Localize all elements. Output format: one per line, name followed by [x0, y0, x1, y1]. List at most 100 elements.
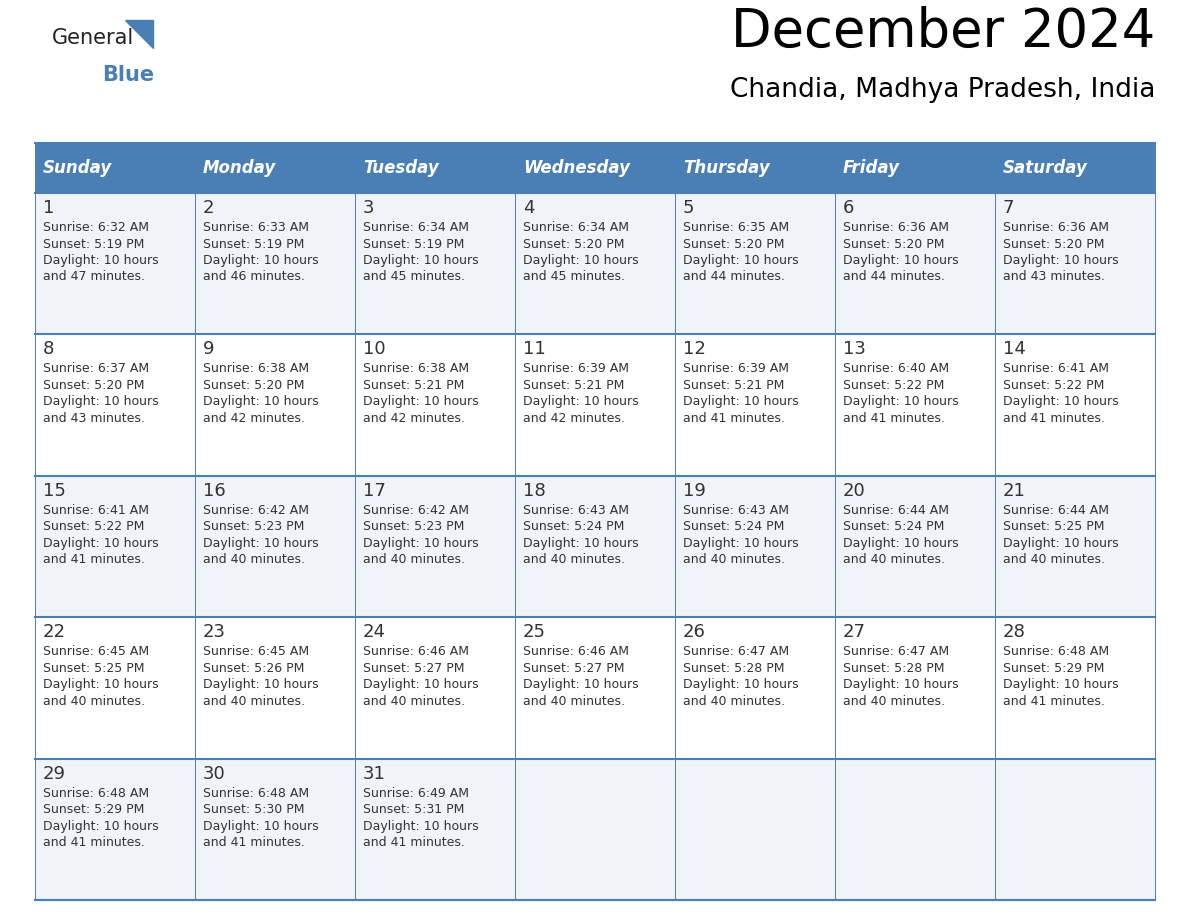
Text: and 43 minutes.: and 43 minutes. [1003, 271, 1105, 284]
Bar [355, 193, 516, 334]
Text: Sunset: 5:22 PM: Sunset: 5:22 PM [843, 379, 944, 392]
Text: 18: 18 [523, 482, 545, 499]
Bar [34, 143, 195, 193]
Text: General: General [52, 28, 134, 48]
Text: and 41 minutes.: and 41 minutes. [683, 412, 785, 425]
Text: Sunset: 5:28 PM: Sunset: 5:28 PM [843, 662, 944, 675]
Bar [996, 617, 1155, 758]
Text: Sunrise: 6:33 AM: Sunrise: 6:33 AM [203, 221, 309, 234]
Text: Blue: Blue [102, 65, 154, 85]
Text: Sunrise: 6:45 AM: Sunrise: 6:45 AM [43, 645, 150, 658]
Text: 19: 19 [683, 482, 706, 499]
Text: Sunset: 5:29 PM: Sunset: 5:29 PM [1003, 662, 1105, 675]
Text: Thursday: Thursday [683, 159, 770, 177]
Text: 8: 8 [43, 341, 55, 358]
Text: and 40 minutes.: and 40 minutes. [683, 554, 785, 566]
Bar [835, 193, 996, 334]
Text: Sunrise: 6:37 AM: Sunrise: 6:37 AM [43, 363, 150, 375]
Text: 25: 25 [523, 623, 546, 641]
Text: and 41 minutes.: and 41 minutes. [43, 836, 145, 849]
Text: 23: 23 [203, 623, 226, 641]
Bar [355, 143, 516, 193]
Text: Daylight: 10 hours: Daylight: 10 hours [1003, 254, 1119, 267]
Text: and 41 minutes.: and 41 minutes. [203, 836, 305, 849]
Text: 14: 14 [1003, 341, 1026, 358]
Text: Chandia, Madhya Pradesh, India: Chandia, Madhya Pradesh, India [729, 77, 1155, 103]
Text: Daylight: 10 hours: Daylight: 10 hours [843, 254, 959, 267]
Bar [675, 193, 835, 334]
Text: and 40 minutes.: and 40 minutes. [843, 695, 944, 708]
Text: Daylight: 10 hours: Daylight: 10 hours [683, 254, 798, 267]
Bar [996, 334, 1155, 476]
Text: Daylight: 10 hours: Daylight: 10 hours [1003, 537, 1119, 550]
Text: Sunrise: 6:48 AM: Sunrise: 6:48 AM [203, 787, 309, 800]
Text: Sunrise: 6:32 AM: Sunrise: 6:32 AM [43, 221, 148, 234]
Text: and 41 minutes.: and 41 minutes. [364, 836, 465, 849]
Text: Sunset: 5:20 PM: Sunset: 5:20 PM [1003, 238, 1105, 251]
Text: Daylight: 10 hours: Daylight: 10 hours [43, 820, 159, 833]
Text: 20: 20 [843, 482, 866, 499]
Text: Daylight: 10 hours: Daylight: 10 hours [523, 396, 639, 409]
Text: Sunrise: 6:43 AM: Sunrise: 6:43 AM [523, 504, 628, 517]
Text: Tuesday: Tuesday [364, 159, 438, 177]
Text: Sunset: 5:20 PM: Sunset: 5:20 PM [683, 238, 784, 251]
Text: and 40 minutes.: and 40 minutes. [364, 554, 465, 566]
Text: and 44 minutes.: and 44 minutes. [683, 271, 785, 284]
Text: 4: 4 [523, 199, 535, 217]
Bar [34, 758, 195, 900]
Text: 9: 9 [203, 341, 215, 358]
Bar [34, 334, 195, 476]
Text: Sunrise: 6:47 AM: Sunrise: 6:47 AM [843, 645, 949, 658]
Bar [195, 334, 355, 476]
Text: Sunrise: 6:42 AM: Sunrise: 6:42 AM [203, 504, 309, 517]
Text: and 45 minutes.: and 45 minutes. [523, 271, 625, 284]
Text: Sunset: 5:24 PM: Sunset: 5:24 PM [843, 521, 944, 533]
Text: Sunrise: 6:46 AM: Sunrise: 6:46 AM [364, 645, 469, 658]
Text: Wednesday: Wednesday [523, 159, 630, 177]
Text: Sunset: 5:26 PM: Sunset: 5:26 PM [203, 662, 304, 675]
Text: Sunset: 5:21 PM: Sunset: 5:21 PM [683, 379, 784, 392]
Bar [516, 193, 675, 334]
Text: and 46 minutes.: and 46 minutes. [203, 271, 305, 284]
Polygon shape [125, 20, 153, 48]
Text: Sunset: 5:21 PM: Sunset: 5:21 PM [364, 379, 465, 392]
Text: Daylight: 10 hours: Daylight: 10 hours [1003, 396, 1119, 409]
Text: Daylight: 10 hours: Daylight: 10 hours [203, 537, 318, 550]
Text: and 44 minutes.: and 44 minutes. [843, 271, 944, 284]
Text: Sunday: Sunday [43, 159, 112, 177]
Text: Sunrise: 6:47 AM: Sunrise: 6:47 AM [683, 645, 789, 658]
Text: 15: 15 [43, 482, 65, 499]
Text: Sunrise: 6:44 AM: Sunrise: 6:44 AM [1003, 504, 1110, 517]
Text: December 2024: December 2024 [731, 6, 1155, 58]
Bar [996, 758, 1155, 900]
Text: 13: 13 [843, 341, 866, 358]
Bar [835, 758, 996, 900]
Bar [835, 476, 996, 617]
Text: 11: 11 [523, 341, 545, 358]
Text: Sunrise: 6:41 AM: Sunrise: 6:41 AM [1003, 363, 1110, 375]
Text: 12: 12 [683, 341, 706, 358]
Text: 16: 16 [203, 482, 226, 499]
Text: Daylight: 10 hours: Daylight: 10 hours [203, 254, 318, 267]
Bar [675, 617, 835, 758]
Bar [516, 334, 675, 476]
Bar [996, 476, 1155, 617]
Text: Friday: Friday [843, 159, 901, 177]
Text: 30: 30 [203, 765, 226, 783]
Bar [675, 476, 835, 617]
Text: Sunset: 5:24 PM: Sunset: 5:24 PM [683, 521, 784, 533]
Text: Daylight: 10 hours: Daylight: 10 hours [203, 678, 318, 691]
Bar [355, 617, 516, 758]
Bar [516, 617, 675, 758]
Text: and 40 minutes.: and 40 minutes. [364, 695, 465, 708]
Text: Sunset: 5:21 PM: Sunset: 5:21 PM [523, 379, 625, 392]
Text: 31: 31 [364, 765, 386, 783]
Text: Sunset: 5:20 PM: Sunset: 5:20 PM [843, 238, 944, 251]
Text: Daylight: 10 hours: Daylight: 10 hours [523, 537, 639, 550]
Text: Sunset: 5:19 PM: Sunset: 5:19 PM [43, 238, 145, 251]
Text: Sunrise: 6:36 AM: Sunrise: 6:36 AM [1003, 221, 1110, 234]
Text: 10: 10 [364, 341, 386, 358]
Text: Sunset: 5:20 PM: Sunset: 5:20 PM [523, 238, 625, 251]
Bar [516, 143, 675, 193]
Text: Sunset: 5:22 PM: Sunset: 5:22 PM [43, 521, 145, 533]
